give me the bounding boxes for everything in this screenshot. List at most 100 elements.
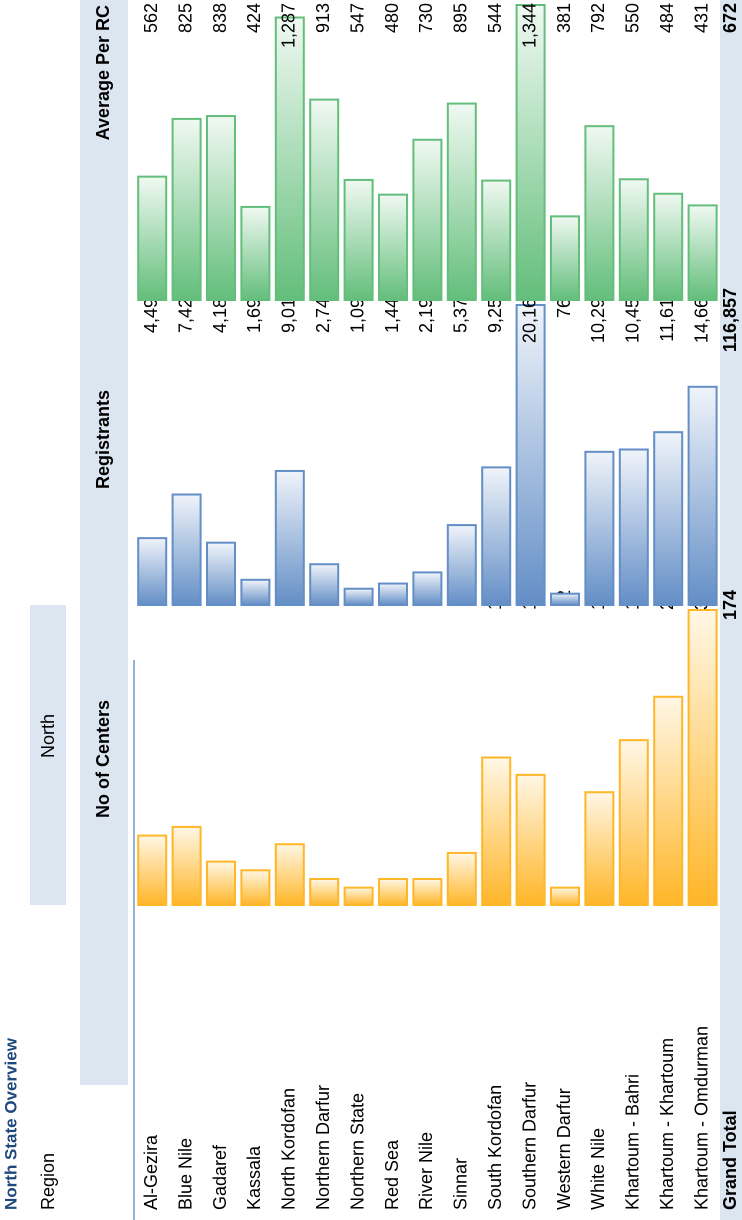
row-label: Southern Darfur	[519, 1082, 539, 1210]
row-label: Khartoum - Khartoum	[657, 1038, 677, 1210]
cell-value: 913	[313, 3, 333, 33]
cell-value: 10,295	[588, 288, 608, 343]
column-header: No of Centers	[93, 700, 113, 818]
row-label: Sinnar	[451, 1158, 471, 1210]
cell-value: 381	[554, 3, 574, 33]
data-bar	[378, 877, 408, 906]
cell-value: 730	[416, 3, 436, 33]
column-header: Average Per RC	[93, 5, 113, 140]
data-bar	[274, 843, 305, 906]
filter-value: North	[38, 714, 58, 758]
title: North State Overview	[1, 1037, 20, 1210]
data-bar	[343, 587, 374, 606]
data-bar	[515, 304, 546, 606]
data-bar	[618, 178, 649, 301]
data-bar	[412, 877, 443, 906]
row-label: North Kordofan	[279, 1088, 299, 1210]
cell-value: 544	[485, 3, 505, 33]
filter-label: Region	[38, 1153, 58, 1210]
data-bar	[687, 204, 718, 301]
column-header: Registrants	[93, 390, 113, 489]
cell-value: 14,667	[691, 288, 711, 343]
data-bar	[653, 431, 684, 606]
data-bar	[550, 592, 580, 606]
row-label: Al-Gezira	[141, 1134, 161, 1210]
data-bar	[550, 215, 580, 301]
cell-value: 431	[691, 3, 711, 33]
data-bar	[240, 205, 271, 301]
data-bar	[584, 791, 615, 906]
row-label: Red Sea	[382, 1139, 402, 1210]
data-bar	[171, 117, 202, 301]
data-bar	[481, 756, 512, 906]
row-label: River Nile	[416, 1132, 436, 1210]
data-bar	[446, 524, 477, 606]
data-bar	[137, 537, 168, 606]
cell-value: 10,452	[623, 288, 643, 343]
cell-value: 1,344	[519, 3, 539, 48]
data-bar	[653, 695, 684, 906]
data-bar	[687, 385, 718, 606]
cell-value: 895	[451, 3, 471, 33]
cell-value: 480	[382, 3, 402, 33]
data-bar	[240, 578, 271, 606]
data-bar	[446, 102, 477, 301]
data-bar	[206, 115, 236, 301]
total-band	[720, 0, 742, 1220]
data-bar	[584, 450, 615, 606]
cell-value: 11,617	[657, 288, 677, 342]
row-label: Northern Darfur	[313, 1085, 333, 1210]
data-bar	[412, 571, 443, 606]
row-label: Western Darfur	[554, 1088, 574, 1210]
data-bar	[171, 825, 202, 906]
data-bar	[446, 851, 477, 906]
data-bar	[206, 860, 236, 906]
data-bar	[515, 773, 546, 906]
header-band	[80, 0, 128, 1085]
row-label: White Nile	[588, 1128, 608, 1210]
data-bar	[653, 192, 684, 301]
data-bar	[309, 877, 340, 906]
data-bar	[481, 179, 512, 301]
data-bar	[412, 138, 443, 301]
total-label: Grand Total	[720, 1110, 740, 1210]
row-label: Khartoum - Omdurman	[691, 1026, 711, 1210]
data-bar	[618, 739, 649, 906]
data-bar	[343, 178, 374, 301]
row-label: Northern State	[347, 1093, 367, 1210]
cell-value: 838	[210, 3, 230, 33]
cell-value: 20,165	[519, 288, 539, 343]
cell-value: 562	[141, 3, 161, 33]
data-bar	[274, 16, 305, 301]
data-bar	[309, 563, 340, 606]
data-bar	[274, 469, 305, 606]
row-label: Khartoum - Bahri	[623, 1074, 643, 1210]
cell-value: 424	[244, 3, 264, 33]
data-bar	[378, 582, 408, 606]
cell-value: 792	[588, 3, 608, 33]
cell-value: 1,287	[279, 3, 299, 48]
data-bar	[137, 175, 168, 301]
data-bar	[171, 493, 202, 606]
data-bar	[687, 609, 718, 906]
data-bar	[309, 98, 340, 301]
data-bar	[584, 125, 615, 301]
data-bar	[343, 886, 374, 906]
row-label: Blue Nile	[175, 1138, 195, 1210]
cell-value: 547	[347, 3, 367, 33]
row-label: Gadaref	[210, 1144, 230, 1210]
cell-value: 825	[175, 3, 195, 33]
data-bar	[481, 466, 512, 606]
row-label: Kassala	[244, 1145, 264, 1210]
total-value: 116,857	[720, 288, 740, 352]
cell-value: 484	[657, 3, 677, 33]
data-bar	[378, 193, 408, 301]
row-label: South Kordofan	[485, 1085, 505, 1210]
data-bar	[515, 4, 546, 301]
total-value: 174	[720, 590, 740, 620]
data-bar	[240, 869, 271, 906]
data-bar	[137, 834, 168, 906]
